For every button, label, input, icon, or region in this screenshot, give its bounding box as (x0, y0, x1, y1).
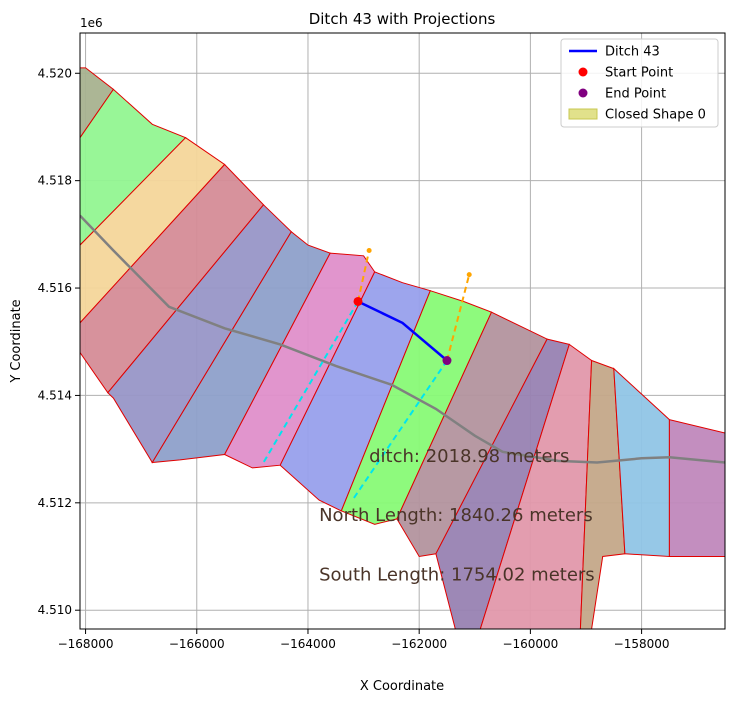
legend-marker-swatch (578, 67, 588, 77)
legend-label: End Point (605, 87, 666, 102)
legend-marker-swatch (578, 88, 588, 98)
length-annotation: South Length: 1754.02 meters (319, 564, 595, 585)
north-projection-line (446, 274, 471, 361)
x-tick-label: −168000 (58, 637, 114, 651)
axes-frame (79, 32, 726, 630)
length-annotation: North Length: 1840.26 meters (319, 505, 593, 526)
y-tick-label: 4.514 (38, 388, 72, 402)
x-tick-label: −166000 (169, 637, 225, 651)
start-point-marker (353, 296, 363, 306)
y-tick-label: 4.516 (38, 281, 72, 295)
legend-label: Closed Shape 0 (605, 108, 706, 123)
legend-patch-swatch (568, 108, 598, 120)
legend-box (560, 38, 719, 128)
y-tick-label: 4.518 (38, 174, 72, 188)
ditch-line (357, 300, 448, 362)
y-offset-label: 1e6 (80, 16, 103, 30)
x-tick-label: −162000 (391, 637, 447, 651)
length-annotation: ditch: 2018.98 meters (369, 446, 569, 467)
plot-area: ditch: 2018.98 meters North Length: 1840.… (38, 32, 726, 651)
y-tick-label: 4.520 (38, 66, 72, 80)
zone-polygon (668, 418, 725, 557)
north-projection-point (366, 247, 372, 253)
chart-title: Ditch 43 with Projections (309, 10, 496, 28)
legend: Ditch 43 Start Point End Point Closed Shape… (560, 38, 719, 128)
north-projection-line (357, 250, 371, 302)
x-tick-label: −164000 (280, 637, 336, 651)
centerline (80, 214, 725, 464)
legend-label: Start Point (605, 66, 673, 81)
x-tick-label: −160000 (502, 637, 558, 651)
plot-content: ditch: 2018.98 meters North Length: 1840.… (80, 33, 725, 629)
zone-polygon (80, 88, 187, 246)
y-axis-label: Y Coordinate (9, 299, 24, 383)
end-point-marker (442, 356, 452, 366)
y-tick-label: 4.512 (38, 496, 72, 510)
legend-label: Ditch 43 (605, 45, 660, 60)
x-tick-label: −158000 (614, 637, 670, 651)
y-tick-label: 4.510 (38, 603, 72, 617)
north-projection-point (466, 272, 472, 278)
south-projection-line (351, 359, 448, 501)
south-projection-line (262, 300, 359, 464)
x-axis-label: X Coordinate (360, 679, 444, 694)
